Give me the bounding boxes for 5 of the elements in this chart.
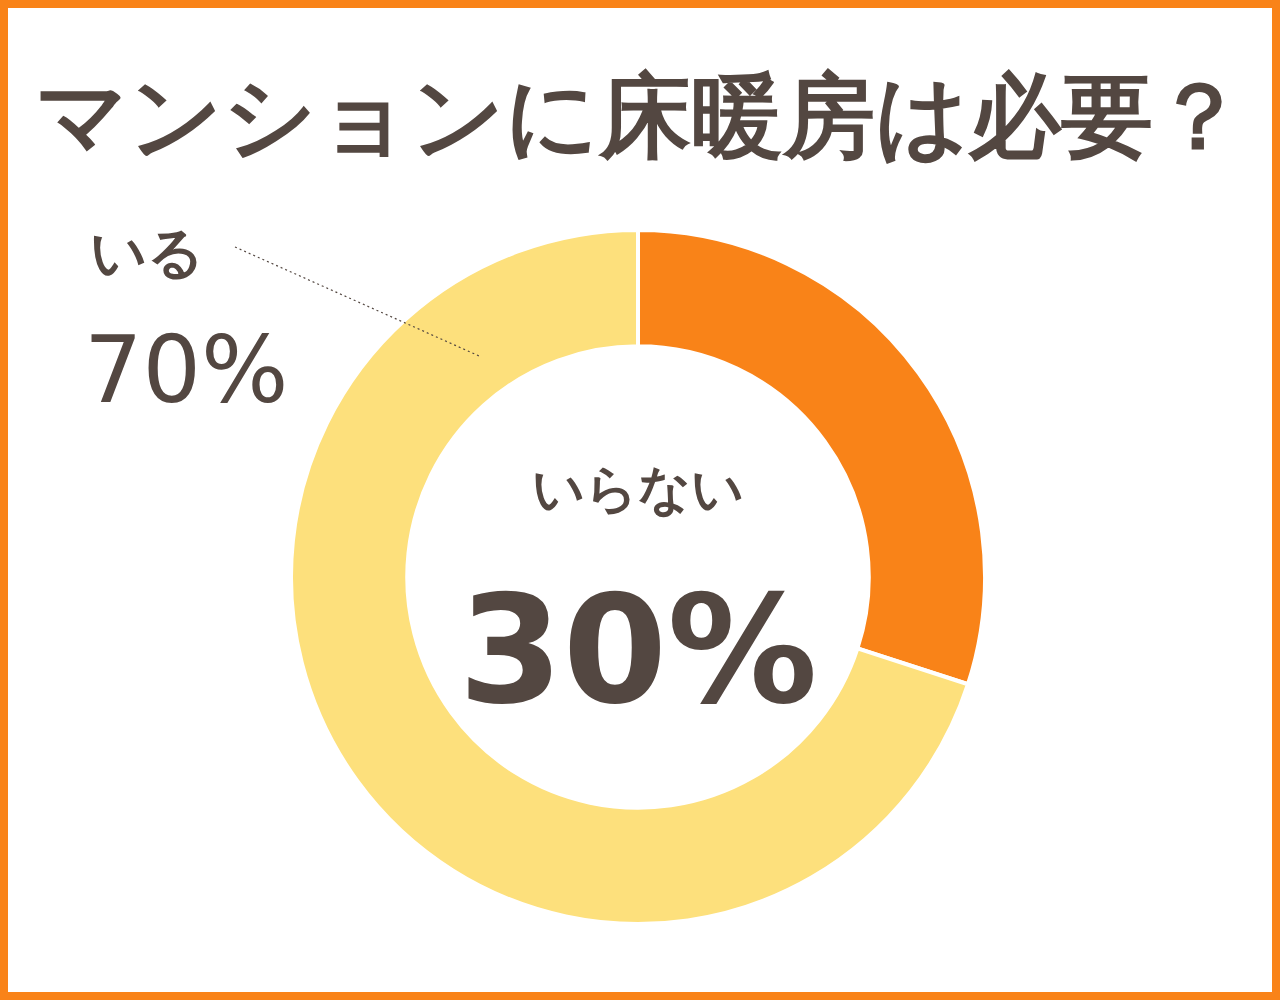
slice-label: いる — [90, 220, 204, 285]
data-label: 70% — [84, 317, 289, 424]
chart-title: マンションに床暖房は必要？ — [35, 63, 1245, 170]
slice-label: いらない — [532, 459, 744, 519]
data-label: 30% — [458, 563, 818, 737]
